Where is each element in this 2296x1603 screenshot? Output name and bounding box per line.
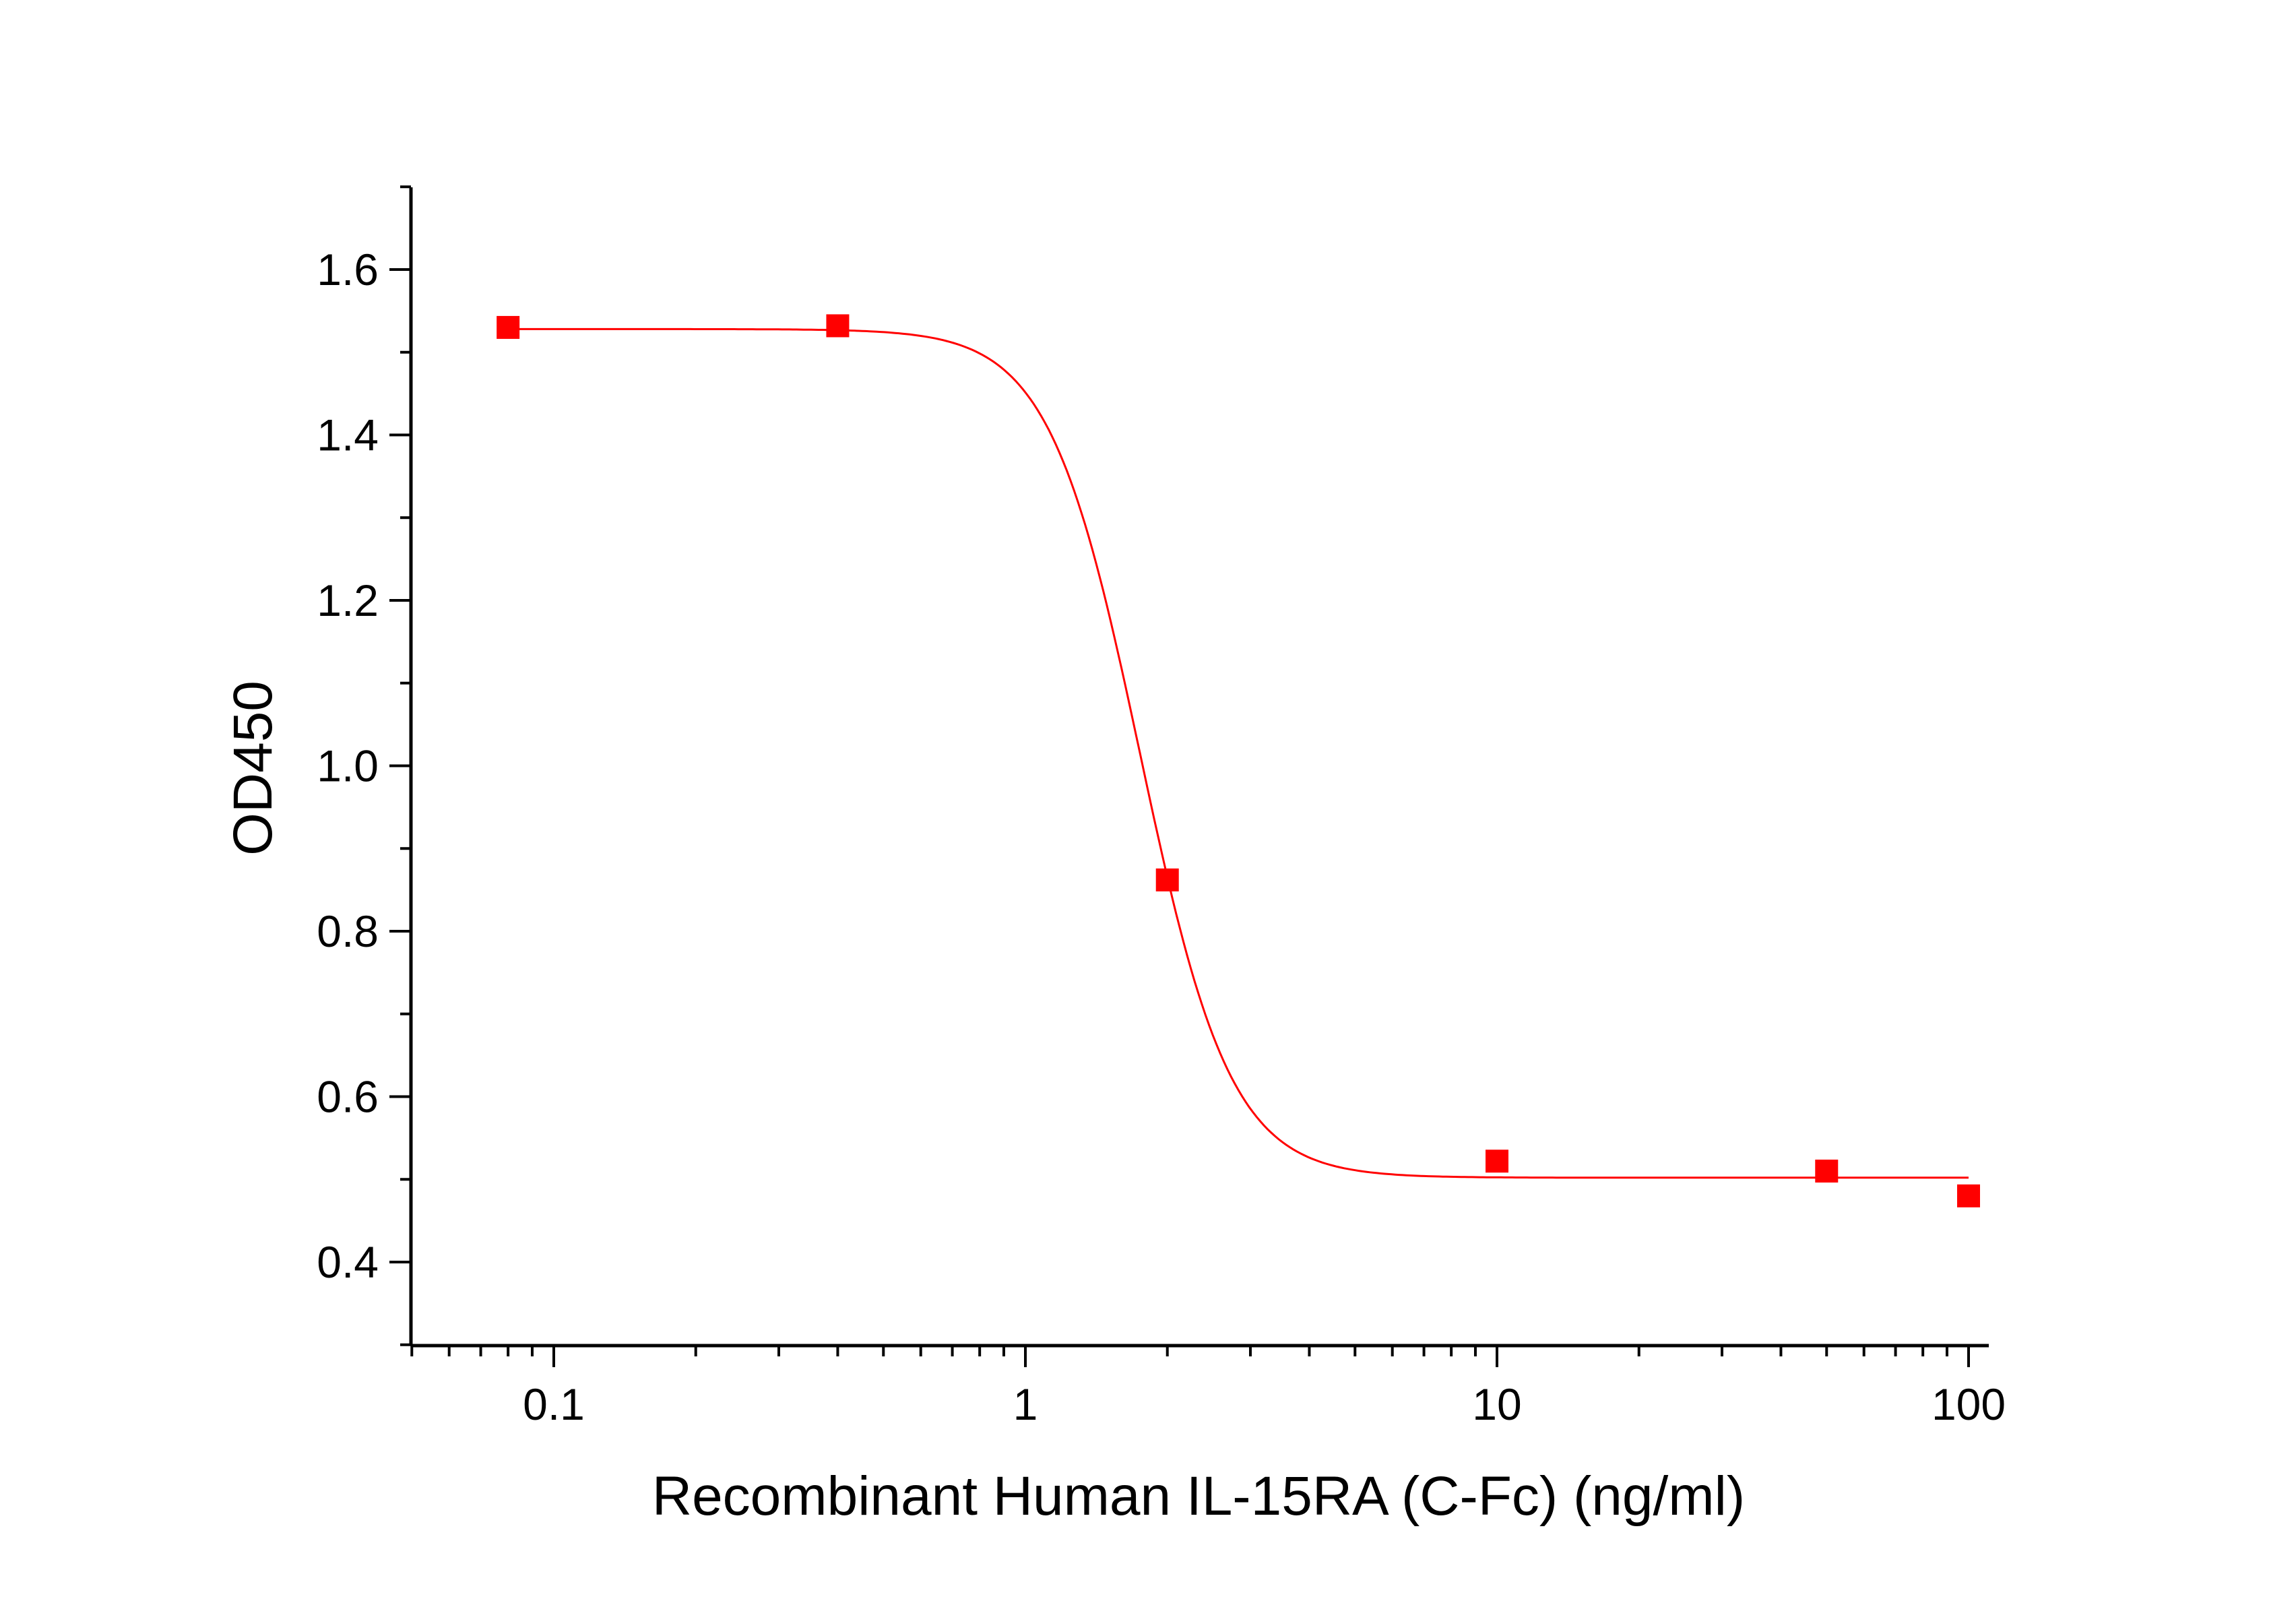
data-point: [497, 315, 520, 339]
y-tick-label: 0.8: [317, 906, 379, 956]
fit-curve: [508, 327, 1969, 1179]
y-axis-ticks: 0.4 0.6 0.8 1.0 1.2 1.4 1.6: [317, 185, 411, 1346]
data-point: [1815, 1159, 1839, 1183]
x-tick-label: 100: [1932, 1379, 2006, 1429]
y-tick-label: 1.6: [317, 245, 379, 294]
x-tick-label: 1: [1013, 1379, 1038, 1429]
y-tick-label: 1.2: [317, 575, 379, 625]
x-axis-ticks: 0.1 1 10 100: [410, 1346, 2006, 1429]
y-axis-title: OD450: [222, 681, 284, 856]
y-tick-label: 1.4: [317, 410, 379, 460]
x-axis-title: Recombinant Human IL-15RA (C-Fc) (ng/ml): [652, 1466, 1745, 1527]
y-tick-label: 0.4: [317, 1237, 379, 1287]
data-point: [1155, 868, 1179, 891]
data-points: [497, 314, 1980, 1207]
x-tick-label: 10: [1472, 1379, 1521, 1429]
y-tick-label: 0.6: [317, 1072, 379, 1122]
data-point: [1486, 1150, 1508, 1173]
y-tick-label: 1.0: [317, 741, 379, 791]
x-tick-label: 0.1: [523, 1379, 585, 1429]
data-point: [826, 314, 850, 338]
plot-area: [497, 314, 1980, 1207]
data-point: [1957, 1184, 1980, 1207]
